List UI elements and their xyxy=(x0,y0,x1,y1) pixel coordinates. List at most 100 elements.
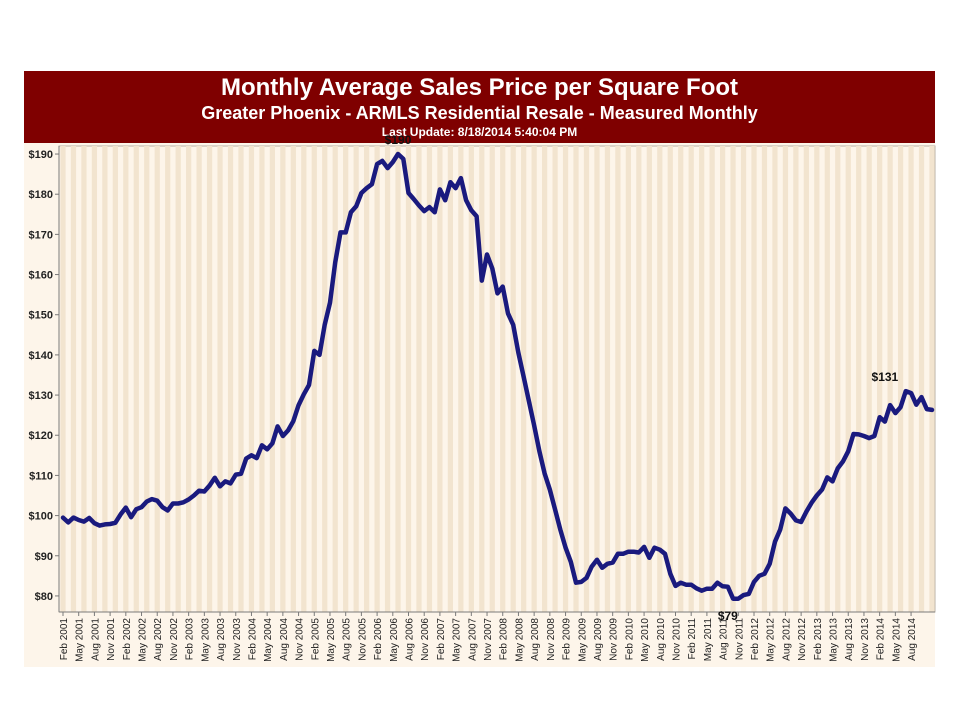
chart-title: Monthly Average Sales Price per Square F… xyxy=(220,74,739,101)
x-tick-label: May 2008 xyxy=(514,618,525,662)
month-band xyxy=(918,146,925,612)
x-tick-label: Aug 2010 xyxy=(656,618,667,661)
x-tick-label: May 2011 xyxy=(703,618,714,662)
x-tick-label: May 2014 xyxy=(891,618,902,662)
month-band xyxy=(468,146,474,612)
y-tick-label: $170 xyxy=(29,229,53,241)
chart-title-banner: Monthly Average Sales Price per Square F… xyxy=(24,71,935,143)
month-band xyxy=(657,146,663,612)
month-band xyxy=(709,146,715,612)
y-tick-label: $120 xyxy=(29,430,53,442)
month-band xyxy=(824,146,830,612)
x-tick-label: Nov 2004 xyxy=(295,618,306,661)
x-tick-label: Feb 2010 xyxy=(624,618,635,661)
x-tick-label: Feb 2009 xyxy=(562,618,573,661)
x-tick-label: May 2004 xyxy=(263,618,274,662)
month-band xyxy=(206,146,213,612)
month-band xyxy=(374,146,380,612)
month-band xyxy=(897,146,904,612)
x-tick-label: Aug 2008 xyxy=(530,618,541,661)
x-tick-label: Feb 2004 xyxy=(247,618,258,661)
y-tick-label: $90 xyxy=(35,551,53,563)
month-band xyxy=(761,146,768,612)
y-tick-label: $190 xyxy=(29,149,53,161)
x-tick-label: Feb 2007 xyxy=(436,618,447,661)
data-label: $190 xyxy=(385,133,412,147)
month-band xyxy=(259,146,265,612)
last-update-text: Last Update: 8/18/2014 5:40:04 PM xyxy=(381,125,578,139)
month-band xyxy=(510,146,516,612)
x-tick-label: Feb 2014 xyxy=(876,618,887,661)
month-band xyxy=(541,146,548,612)
month-band xyxy=(719,146,726,612)
month-band xyxy=(678,146,684,612)
month-band xyxy=(458,146,464,612)
month-band xyxy=(112,146,118,612)
month-band xyxy=(740,146,747,612)
x-tick-label: Aug 2011 xyxy=(719,618,730,661)
month-band xyxy=(60,146,66,612)
x-tick-label: Nov 2006 xyxy=(420,618,431,661)
month-band xyxy=(227,146,234,612)
x-tick-label: Nov 2001 xyxy=(106,618,117,661)
y-tick-label: $150 xyxy=(29,310,53,322)
month-band xyxy=(625,146,631,612)
month-band xyxy=(301,146,307,612)
x-tick-label: May 2001 xyxy=(75,618,86,662)
x-tick-label: Nov 2013 xyxy=(860,618,871,661)
x-tick-label: Nov 2003 xyxy=(232,618,243,661)
month-band xyxy=(500,146,506,612)
x-tick-label: Feb 2006 xyxy=(373,618,384,661)
month-band xyxy=(856,146,862,612)
month-band xyxy=(133,146,139,612)
y-axis: $80 $90 $100 $110 $120 $130 $140 $150 $160 $170 $1… xyxy=(29,146,60,612)
x-tick-label: May 2010 xyxy=(640,618,651,662)
x-tick-label: May 2012 xyxy=(766,618,777,662)
month-band xyxy=(573,146,579,612)
month-band xyxy=(353,146,359,612)
y-tick-label: $160 xyxy=(29,270,53,282)
month-band xyxy=(845,146,851,612)
month-band xyxy=(772,146,778,612)
month-band xyxy=(364,146,370,612)
month-band xyxy=(479,146,485,612)
x-tick-label: Feb 2002 xyxy=(122,618,133,661)
month-band xyxy=(165,146,171,612)
month-bands xyxy=(60,146,935,612)
month-band xyxy=(814,146,820,612)
month-band xyxy=(562,146,569,612)
chart-subtitle: Greater Phoenix - ARMLS Residential Resa… xyxy=(201,103,758,123)
x-tick-label: Aug 2003 xyxy=(216,618,227,661)
month-band xyxy=(929,146,935,612)
x-tick-label: Aug 2005 xyxy=(342,618,353,661)
plot-frame xyxy=(58,145,936,613)
x-tick-label: Feb 2001 xyxy=(59,618,70,661)
y-tick-label: $110 xyxy=(29,470,53,482)
x-tick-label: Nov 2008 xyxy=(546,618,557,661)
x-tick-label: May 2005 xyxy=(326,618,337,662)
month-band xyxy=(248,146,255,612)
x-tick-label: May 2003 xyxy=(200,618,211,662)
month-band xyxy=(636,146,642,612)
month-band xyxy=(531,146,537,612)
x-tick-label: Aug 2013 xyxy=(844,618,855,661)
month-band xyxy=(384,146,391,612)
month-band xyxy=(332,146,338,612)
y-tick-label: $80 xyxy=(35,591,53,603)
month-band xyxy=(144,146,150,612)
month-band xyxy=(646,146,652,612)
x-tick-label: Nov 2009 xyxy=(609,618,620,661)
x-tick-label: Nov 2010 xyxy=(671,618,682,661)
month-band xyxy=(186,146,192,612)
x-tick-label: May 2006 xyxy=(389,618,400,662)
x-tick-label: Feb 2008 xyxy=(499,618,510,661)
month-band xyxy=(793,146,799,612)
x-tick-label: Feb 2011 xyxy=(687,618,698,660)
x-tick-label: Aug 2002 xyxy=(153,618,164,661)
x-axis: Feb 2001 May 2001 Aug 2001 Nov 2001 Feb 2002… xyxy=(59,611,935,662)
month-band xyxy=(217,146,223,612)
x-tick-label: Aug 2006 xyxy=(405,618,416,661)
price-series-line xyxy=(60,151,935,601)
month-band xyxy=(583,146,590,612)
month-band xyxy=(604,146,611,612)
